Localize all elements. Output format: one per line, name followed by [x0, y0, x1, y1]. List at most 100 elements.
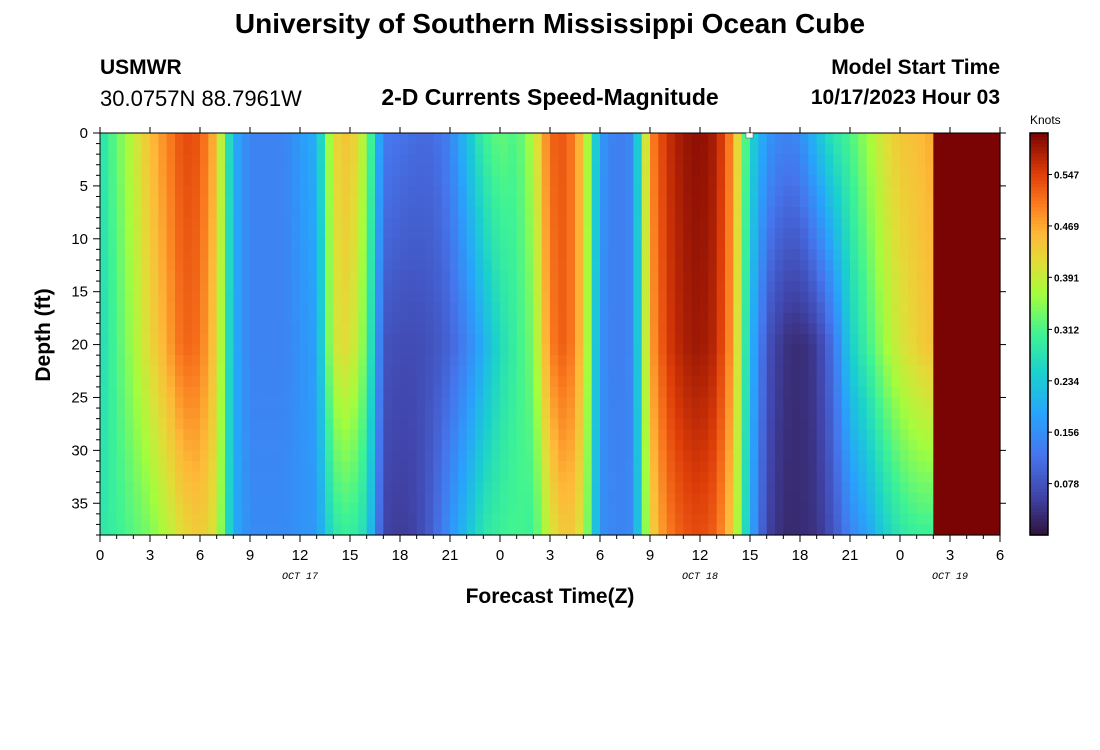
heatmap-cell	[983, 439, 993, 451]
heatmap-cell	[175, 270, 184, 282]
heatmap-cell	[533, 365, 543, 377]
heatmap-cell	[866, 334, 876, 346]
heatmap-cell	[550, 503, 559, 515]
heatmap-cell	[600, 185, 609, 198]
heatmap-cell	[508, 154, 518, 166]
heatmap-cell	[350, 492, 359, 504]
heatmap-cell	[375, 249, 384, 261]
heatmap-cell	[850, 408, 859, 420]
heatmap-cell	[941, 397, 951, 409]
heatmap-cell	[366, 450, 376, 462]
heatmap-cell	[550, 334, 559, 346]
heatmap-cell	[958, 238, 968, 250]
heatmap-cell	[608, 281, 618, 293]
heatmap-cell	[100, 365, 109, 377]
heatmap-cell	[341, 513, 351, 526]
heatmap-cell	[933, 460, 943, 473]
heatmap-cell	[941, 302, 951, 314]
heatmap-cell	[291, 207, 301, 219]
colorbar-segment	[1030, 454, 1048, 459]
heatmap-cell	[683, 418, 693, 430]
heatmap-cell	[783, 249, 793, 261]
heatmap-cell	[141, 460, 151, 473]
heatmap-cell	[266, 397, 276, 409]
heatmap-cell	[966, 249, 976, 261]
heatmap-cell	[841, 386, 851, 399]
heatmap-cell	[583, 503, 593, 515]
heatmap-cell	[983, 270, 993, 282]
heatmap-cell	[350, 482, 359, 494]
heatmap-cell	[608, 238, 618, 250]
heatmap-cell	[408, 323, 418, 335]
heatmap-cell	[133, 376, 143, 388]
heatmap-cell	[150, 291, 159, 303]
heatmap-cell	[200, 365, 209, 377]
heatmap-cell	[208, 291, 218, 303]
heatmap-cell	[216, 418, 226, 430]
heatmap-cell	[191, 133, 201, 145]
heatmap-cell	[408, 196, 418, 208]
heatmap-cell	[558, 513, 568, 526]
heatmap-cell	[891, 355, 901, 367]
heatmap-cell	[350, 323, 359, 335]
colorbar-tick-label: 0.469	[1054, 222, 1079, 233]
heatmap-cell	[316, 524, 326, 536]
heatmap-cell	[600, 175, 609, 187]
heatmap-cell	[841, 365, 851, 377]
heatmap-cell	[866, 312, 876, 325]
heatmap-cell	[383, 238, 393, 250]
heatmap-cell	[600, 238, 609, 250]
heatmap-cell	[475, 291, 484, 303]
heatmap-cell	[466, 154, 476, 166]
heatmap-cell	[791, 439, 801, 451]
heatmap-cell	[566, 460, 576, 473]
heatmap-cell	[408, 471, 418, 483]
colorbar-segment	[1030, 183, 1048, 188]
heatmap-cell	[116, 397, 126, 409]
heatmap-cell	[258, 365, 268, 377]
heatmap-cell	[691, 281, 701, 293]
heatmap-cell	[358, 492, 368, 504]
heatmap-cell	[950, 143, 959, 155]
heatmap-cell	[900, 439, 909, 451]
heatmap-cell	[191, 302, 201, 314]
heatmap-cell	[441, 291, 451, 303]
heatmap-cell	[491, 450, 501, 462]
heatmap-cell	[566, 344, 576, 356]
heatmap-cell	[241, 281, 251, 293]
heatmap-cell	[908, 450, 918, 462]
heatmap-cell	[333, 291, 343, 303]
heatmap-cell	[275, 460, 284, 473]
heatmap-cell	[241, 154, 251, 166]
heatmap-cell	[491, 365, 501, 377]
heatmap-cell	[266, 418, 276, 430]
heatmap-cell	[141, 259, 151, 272]
heatmap-cell	[858, 450, 868, 462]
heatmap-cell	[991, 429, 1001, 441]
heatmap-cell	[875, 291, 884, 303]
heatmap-cell	[458, 408, 468, 420]
heatmap-cell	[533, 249, 543, 261]
heatmap-cell	[966, 513, 976, 526]
heatmap-cell	[158, 429, 168, 441]
heatmap-cell	[825, 238, 834, 250]
heatmap-cell	[508, 397, 518, 409]
heatmap-cell	[991, 397, 1001, 409]
heatmap-cell	[725, 302, 734, 314]
heatmap-cell	[458, 355, 468, 367]
heatmap-cell	[758, 513, 768, 526]
heatmap-cell	[908, 429, 918, 441]
heatmap-cell	[908, 228, 918, 240]
heatmap-cell	[650, 418, 659, 430]
heatmap-cell	[975, 439, 984, 451]
heatmap-cell	[616, 185, 626, 198]
heatmap-cell	[416, 249, 426, 261]
heatmap-cell	[625, 154, 634, 166]
heatmap-cell	[475, 355, 484, 367]
heatmap-cell	[550, 355, 559, 367]
heatmap-cell	[858, 503, 868, 515]
heatmap-cell	[708, 408, 718, 420]
heatmap-cell	[725, 133, 734, 145]
heatmap-cell	[933, 164, 943, 176]
heatmap-cell	[683, 207, 693, 219]
